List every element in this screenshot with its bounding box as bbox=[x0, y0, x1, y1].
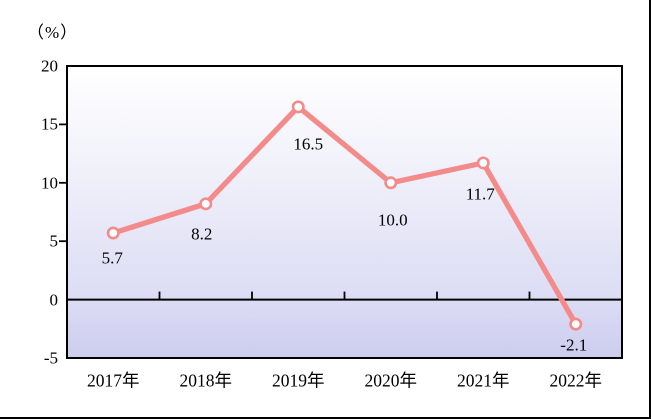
data-point-marker bbox=[291, 100, 305, 114]
data-point-marker bbox=[569, 317, 583, 331]
x-axis-category-label: 2021年 bbox=[457, 370, 510, 391]
y-axis-tick-label: 10 bbox=[41, 173, 58, 193]
data-label: -2.1 bbox=[560, 335, 588, 355]
y-axis-tick-label: 20 bbox=[41, 56, 58, 76]
data-series bbox=[106, 100, 583, 331]
data-label: 5.7 bbox=[101, 248, 123, 268]
x-axis-category-label: 2018年 bbox=[179, 370, 233, 391]
plot-background bbox=[67, 66, 622, 358]
y-axis-tick-label: 15 bbox=[41, 114, 58, 134]
data-point-marker bbox=[199, 197, 213, 211]
data-label: 8.2 bbox=[191, 224, 213, 244]
x-axis-category-label: 2017年 bbox=[87, 370, 140, 391]
y-axis-tick-label: -5 bbox=[43, 348, 58, 368]
x-axis-category-label: 2022年 bbox=[549, 370, 603, 391]
trend-line bbox=[110, 104, 579, 327]
data-point-marker bbox=[384, 176, 398, 190]
data-label: 16.5 bbox=[293, 134, 324, 154]
data-point-marker bbox=[106, 226, 120, 240]
page-right-border bbox=[648, 0, 651, 419]
axes bbox=[59, 123, 622, 301]
y-axis-tick-label: 5 bbox=[49, 231, 59, 251]
y-axis-unit-label: （%） bbox=[27, 23, 79, 42]
plot-border bbox=[66, 65, 623, 359]
page-bottom-border bbox=[0, 416, 651, 419]
x-axis-category-label: 2020年 bbox=[364, 370, 418, 391]
x-axis-category-label: 2019年 bbox=[272, 370, 325, 391]
y-axis-tick-label: 0 bbox=[49, 290, 59, 310]
data-label: 11.7 bbox=[465, 184, 495, 204]
data-point-marker bbox=[476, 156, 490, 170]
data-label: 10.0 bbox=[377, 210, 408, 230]
